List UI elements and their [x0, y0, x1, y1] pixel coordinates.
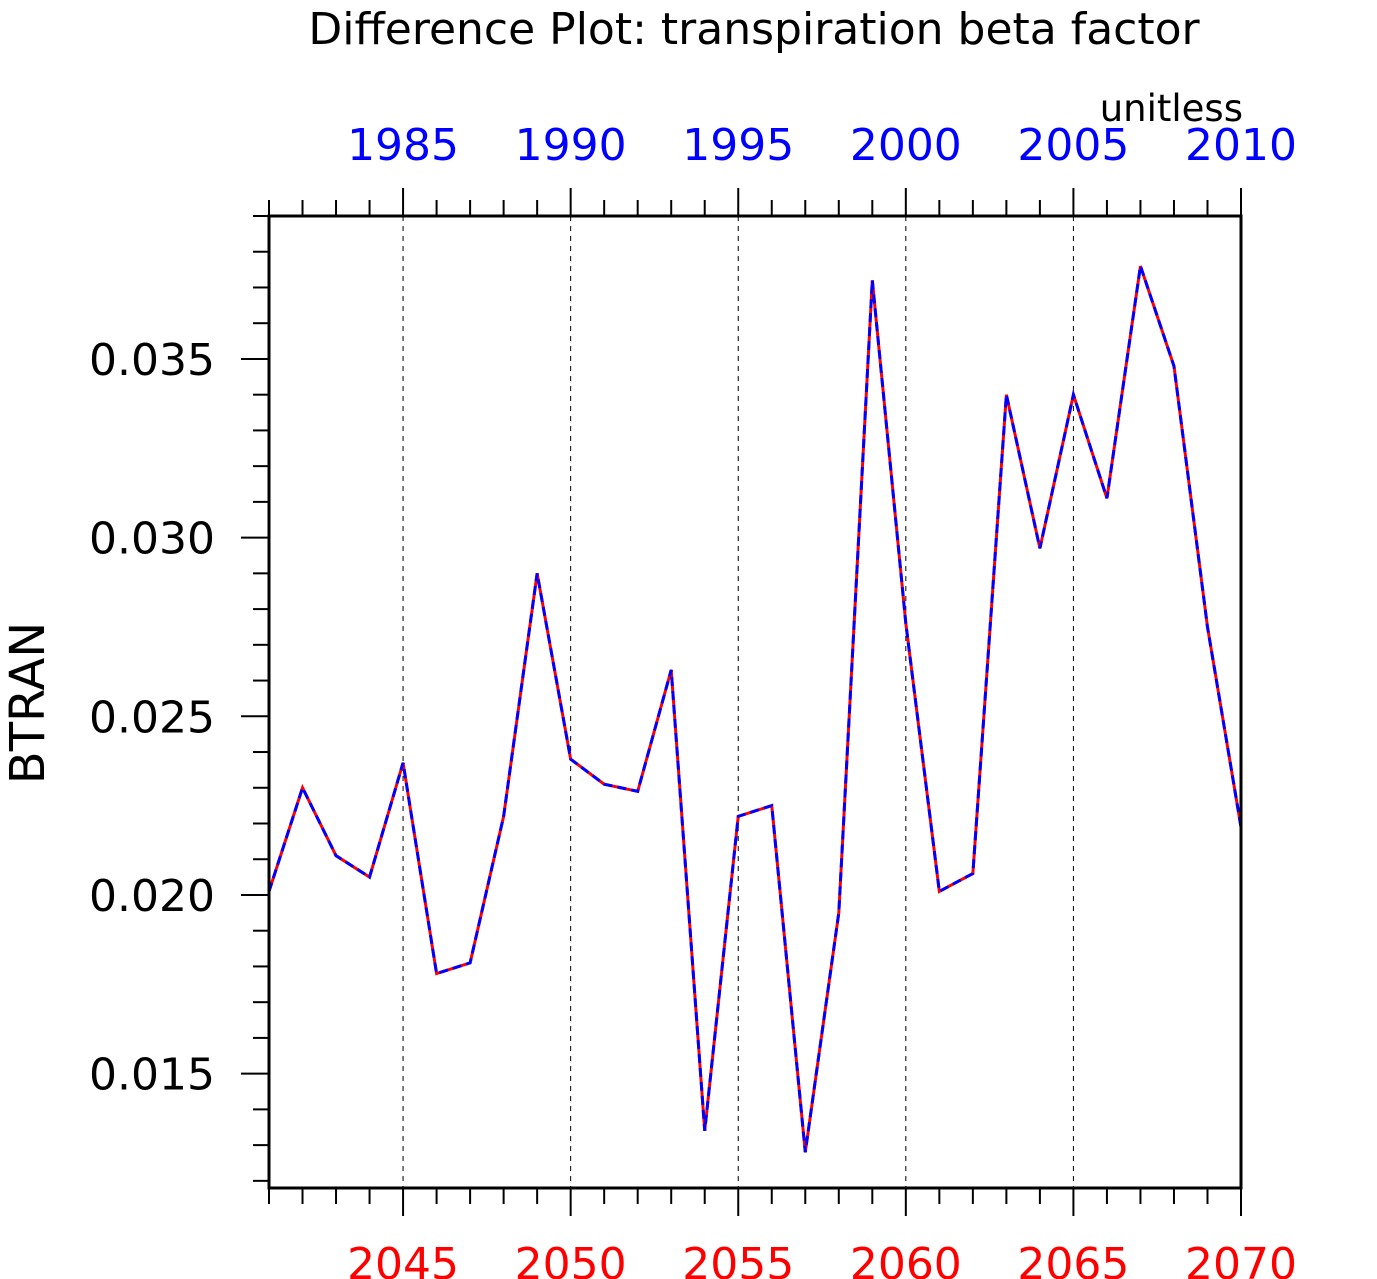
series-line-2: [267, 265, 1243, 1153]
bottom-tick-label: 2050: [515, 1239, 627, 1279]
top-tick-label: 2000: [850, 120, 962, 171]
bottom-tick-label: 2045: [347, 1239, 459, 1279]
axis-ticks: [241, 188, 1242, 1216]
units-label: unitless: [1100, 87, 1243, 130]
y-tick-label: 0.030: [89, 514, 215, 565]
chart-title: Difference Plot: transpiration beta fact…: [308, 4, 1200, 55]
bottom-tick-label: 2060: [850, 1239, 962, 1279]
y-tick-label: 0.035: [89, 335, 215, 386]
top-tick-label: 1990: [515, 120, 627, 171]
series-line-1: [267, 265, 1243, 1153]
series-layer: [267, 265, 1243, 1153]
bottom-tick-label: 2065: [1017, 1239, 1129, 1279]
y-tick-label: 0.020: [89, 871, 215, 922]
y-tick-label: 0.025: [89, 692, 215, 743]
top-tick-label: 2010: [1185, 120, 1297, 171]
tick-labels: 2045 2050 2055 2060 2065 2070 1985 1990 1995 2000…: [89, 120, 1297, 1279]
plot-frame: [267, 214, 1243, 1190]
top-tick-label: 1995: [682, 120, 794, 171]
y-axis-label: BTRAN: [0, 622, 56, 784]
bottom-tick-label: 2070: [1185, 1239, 1297, 1279]
y-tick-label: 0.015: [89, 1050, 215, 1101]
bottom-tick-label: 2055: [682, 1239, 794, 1279]
top-tick-label: 1985: [347, 120, 459, 171]
top-tick-label: 2005: [1017, 120, 1129, 171]
vertical-gridlines: [402, 216, 1074, 1188]
